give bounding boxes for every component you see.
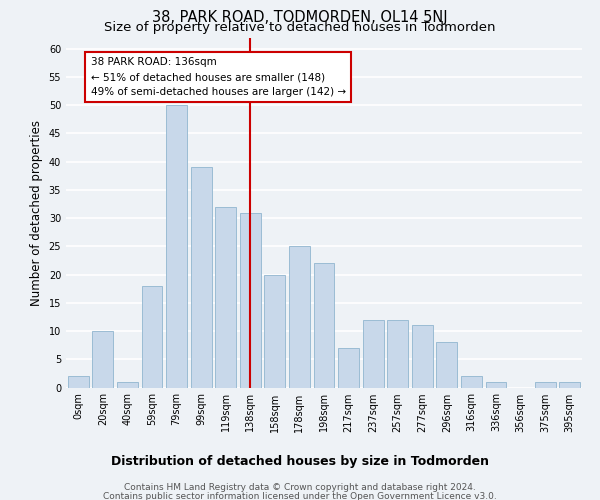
Bar [314,264,334,388]
Bar [461,376,482,388]
Bar [191,168,212,388]
Bar [559,382,580,388]
Bar [92,331,113,388]
Text: Contains public sector information licensed under the Open Government Licence v3: Contains public sector information licen… [103,492,497,500]
Text: Distribution of detached houses by size in Todmorden: Distribution of detached houses by size … [111,455,489,468]
Bar [387,320,408,388]
Bar [117,382,138,388]
Bar [436,342,457,388]
Bar [362,320,383,388]
Bar [240,212,261,388]
Text: Contains HM Land Registry data © Crown copyright and database right 2024.: Contains HM Land Registry data © Crown c… [124,484,476,492]
Bar [166,105,187,388]
Bar [68,376,89,388]
Text: 38 PARK ROAD: 136sqm
← 51% of detached houses are smaller (148)
49% of semi-deta: 38 PARK ROAD: 136sqm ← 51% of detached h… [91,58,346,97]
Bar [338,348,359,388]
Text: Size of property relative to detached houses in Todmorden: Size of property relative to detached ho… [104,22,496,35]
Bar [142,286,163,388]
Bar [289,246,310,388]
Bar [265,274,286,388]
Bar [412,326,433,388]
Bar [535,382,556,388]
Y-axis label: Number of detached properties: Number of detached properties [30,120,43,306]
Text: 38, PARK ROAD, TODMORDEN, OL14 5NJ: 38, PARK ROAD, TODMORDEN, OL14 5NJ [152,10,448,25]
Bar [215,207,236,388]
Bar [485,382,506,388]
